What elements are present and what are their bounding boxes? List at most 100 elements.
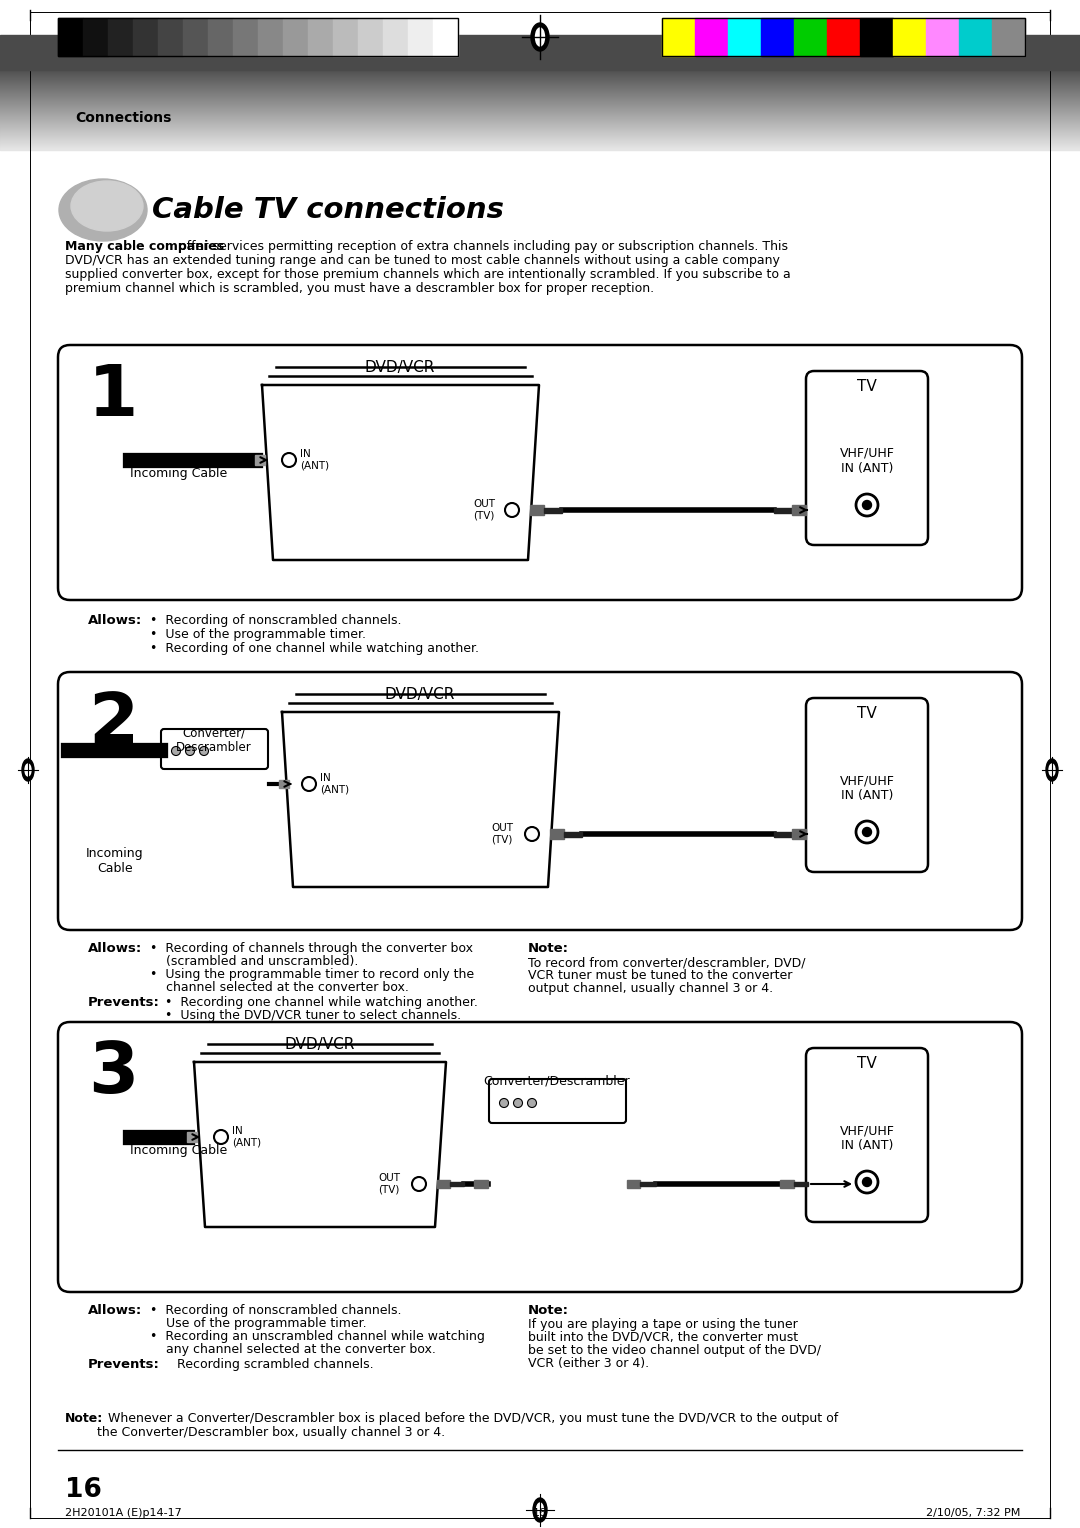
Bar — [357, 18, 383, 57]
Bar — [333, 18, 357, 57]
Text: offer services permitting reception of extra channels including pay or subscript: offer services permitting reception of e… — [175, 240, 788, 254]
Text: If you are playing a tape or using the tuner: If you are playing a tape or using the t… — [528, 1319, 798, 1331]
Text: output channel, usually channel 3 or 4.: output channel, usually channel 3 or 4. — [528, 983, 773, 995]
Text: Incoming Cable: Incoming Cable — [130, 1144, 227, 1157]
Circle shape — [863, 501, 872, 509]
Bar — [83, 18, 108, 57]
Text: Converter/Descrambler: Converter/Descrambler — [484, 1076, 631, 1088]
Bar — [662, 18, 696, 57]
Text: •  Recording an unscrambled channel while watching: • Recording an unscrambled channel while… — [150, 1329, 485, 1343]
Ellipse shape — [534, 1497, 546, 1522]
Text: IN
(ANT): IN (ANT) — [320, 773, 349, 795]
Bar — [640, 1183, 656, 1186]
Bar — [728, 18, 761, 57]
Text: Whenever a Converter/Descrambler box is placed before the DVD/VCR, you must tune: Whenever a Converter/Descrambler box is … — [100, 1412, 838, 1426]
Text: VHF/UHF
IN (ANT): VHF/UHF IN (ANT) — [839, 1125, 894, 1152]
Ellipse shape — [71, 180, 143, 231]
Text: 3: 3 — [87, 1039, 138, 1108]
Text: •  Recording of nonscrambled channels.: • Recording of nonscrambled channels. — [150, 614, 402, 626]
Ellipse shape — [25, 764, 31, 776]
Circle shape — [513, 1099, 523, 1108]
Text: Connections: Connections — [75, 112, 172, 125]
Text: Allows:: Allows: — [87, 1303, 143, 1317]
Bar — [383, 18, 408, 57]
Text: built into the DVD/VCR, the converter must: built into the DVD/VCR, the converter mu… — [528, 1331, 798, 1345]
Text: VHF/UHF
IN (ANT): VHF/UHF IN (ANT) — [839, 448, 894, 475]
Bar — [761, 18, 794, 57]
Circle shape — [302, 778, 316, 792]
Text: •  Recording one channel while watching another.: • Recording one channel while watching a… — [165, 996, 477, 1008]
Bar — [108, 18, 133, 57]
Text: Allows:: Allows: — [87, 941, 143, 955]
Bar — [58, 18, 83, 57]
Circle shape — [200, 747, 208, 755]
Bar — [792, 830, 806, 839]
FancyBboxPatch shape — [806, 1048, 928, 1222]
Text: premium channel which is scrambled, you must have a descrambler box for proper r: premium channel which is scrambled, you … — [65, 283, 654, 295]
Text: •  Recording of one channel while watching another.: • Recording of one channel while watchin… — [150, 642, 480, 656]
FancyBboxPatch shape — [161, 729, 268, 769]
Bar — [450, 1183, 464, 1186]
Text: Incoming Cable: Incoming Cable — [130, 468, 227, 480]
Ellipse shape — [1047, 759, 1058, 781]
Text: •  Recording of channels through the converter box: • Recording of channels through the conv… — [150, 941, 473, 955]
Text: Note:: Note: — [65, 1412, 104, 1426]
Text: supplied converter box, except for those premium channels which are intentionall: supplied converter box, except for those… — [65, 267, 791, 281]
Ellipse shape — [1049, 764, 1055, 776]
Text: VHF/UHF
IN (ANT): VHF/UHF IN (ANT) — [839, 775, 894, 802]
Bar — [926, 18, 959, 57]
Bar — [158, 18, 183, 57]
Bar — [183, 18, 208, 57]
Bar — [959, 18, 993, 57]
Circle shape — [856, 1170, 878, 1193]
FancyBboxPatch shape — [806, 371, 928, 545]
Text: any channel selected at the converter box.: any channel selected at the converter bo… — [150, 1343, 436, 1355]
Circle shape — [172, 747, 180, 755]
Text: IN
(ANT): IN (ANT) — [300, 449, 329, 471]
Text: 2/10/05, 7:32 PM: 2/10/05, 7:32 PM — [926, 1508, 1020, 1517]
Text: OUT
(TV): OUT (TV) — [491, 824, 513, 845]
Text: •  Use of the programmable timer.: • Use of the programmable timer. — [150, 628, 366, 642]
Bar — [550, 830, 564, 839]
Bar — [780, 1180, 794, 1187]
Bar — [437, 1180, 450, 1187]
Text: be set to the video channel output of the DVD/: be set to the video channel output of th… — [528, 1345, 821, 1357]
Bar — [792, 504, 806, 515]
Ellipse shape — [537, 1504, 543, 1517]
Ellipse shape — [22, 759, 33, 781]
Circle shape — [282, 452, 296, 468]
FancyBboxPatch shape — [58, 672, 1022, 931]
Circle shape — [527, 1099, 537, 1108]
FancyBboxPatch shape — [806, 698, 928, 872]
Bar — [827, 18, 860, 57]
FancyBboxPatch shape — [58, 345, 1022, 601]
FancyBboxPatch shape — [58, 1022, 1022, 1293]
Bar — [530, 504, 544, 515]
Text: •  Using the DVD/VCR tuner to select channels.: • Using the DVD/VCR tuner to select chan… — [165, 1008, 461, 1022]
Text: Many cable companies: Many cable companies — [65, 240, 225, 254]
Text: Recording scrambled channels.: Recording scrambled channels. — [165, 1358, 374, 1371]
Circle shape — [856, 494, 878, 516]
Bar — [627, 1180, 640, 1187]
Bar — [993, 18, 1025, 57]
Text: Note:: Note: — [528, 1303, 569, 1317]
Bar — [474, 1180, 488, 1187]
Bar — [893, 18, 926, 57]
Text: Converter/
Descrambler: Converter/ Descrambler — [176, 726, 252, 753]
Ellipse shape — [536, 28, 544, 46]
Circle shape — [863, 1178, 872, 1187]
Text: IN
(ANT): IN (ANT) — [232, 1126, 261, 1148]
Text: 16: 16 — [534, 1508, 546, 1517]
Polygon shape — [262, 385, 539, 559]
Bar — [233, 18, 258, 57]
Text: •  Using the programmable timer to record only the: • Using the programmable timer to record… — [150, 969, 474, 981]
Text: DVD/VCR: DVD/VCR — [365, 361, 435, 374]
Ellipse shape — [59, 179, 147, 241]
Bar — [255, 455, 265, 465]
Bar — [794, 18, 827, 57]
Polygon shape — [194, 1062, 446, 1227]
Bar — [208, 18, 233, 57]
Bar — [308, 18, 333, 57]
Text: Allows:: Allows: — [87, 614, 143, 626]
Text: DVD/VCR: DVD/VCR — [285, 1038, 355, 1051]
